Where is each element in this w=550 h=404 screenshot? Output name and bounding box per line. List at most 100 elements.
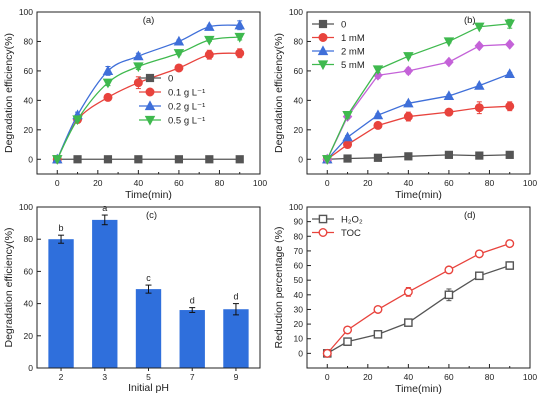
data-point xyxy=(342,131,353,142)
data-point xyxy=(504,19,515,30)
x-tick-label: 3 xyxy=(102,372,107,382)
x-tick-label: 60 xyxy=(174,178,184,188)
panel-label: (b) xyxy=(464,15,476,26)
legend-marker xyxy=(144,115,156,126)
data-point xyxy=(474,22,485,33)
y-tick-label: 60 xyxy=(24,66,34,76)
data-point xyxy=(403,112,413,122)
y-tick-label: 100 xyxy=(19,7,33,17)
data-point xyxy=(204,21,215,31)
x-tick-label: 7 xyxy=(190,372,195,382)
y-tick-label: 20 xyxy=(24,125,34,135)
legend-label: 2 mM xyxy=(341,47,365,58)
data-point xyxy=(444,150,454,159)
data-point xyxy=(403,52,414,62)
data-point xyxy=(403,97,414,108)
legend: 0 0.1 g L⁻¹ 0.2 g L⁻¹ 0.5 g L⁻¹ xyxy=(139,74,205,127)
data-point xyxy=(234,32,245,43)
data-point xyxy=(133,62,144,73)
series-line xyxy=(326,242,510,354)
x-tick-label: 40 xyxy=(404,372,414,382)
x-axis-label: Time(min) xyxy=(395,189,442,201)
y-tick-label: 30 xyxy=(294,304,304,314)
data-point xyxy=(52,155,63,165)
series-1 xyxy=(322,239,515,358)
y-tick-label: 0 xyxy=(298,348,303,358)
data-point xyxy=(373,153,383,162)
panel-0-frame xyxy=(36,11,261,175)
legend-label: 0.5 g L⁻¹ xyxy=(168,116,205,127)
data-point xyxy=(173,49,185,59)
significance-letter: c xyxy=(146,273,151,283)
legend-label: H₂O₂ xyxy=(341,215,363,226)
y-tick-label: 80 xyxy=(294,36,304,46)
data-point xyxy=(322,348,332,358)
data-point xyxy=(234,19,245,30)
data-point xyxy=(322,155,333,165)
x-tick-label: 20 xyxy=(93,178,103,188)
legend-marker xyxy=(317,45,329,56)
data-point xyxy=(133,78,143,88)
x-tick-label: 80 xyxy=(215,178,225,188)
data-point xyxy=(173,35,185,46)
data-point xyxy=(475,151,484,160)
x-tick-label: 40 xyxy=(134,178,144,188)
panel-label: (c) xyxy=(146,210,157,221)
legend: 0 1 mM 2 mM 5 mM xyxy=(312,20,365,71)
legend-marker xyxy=(317,60,329,71)
y-tick-label: 100 xyxy=(289,202,303,212)
x-tick-label: 100 xyxy=(523,372,537,382)
y-tick-label: 60 xyxy=(294,66,304,76)
x-tick-label: 100 xyxy=(253,178,267,188)
x-tick-label: 60 xyxy=(444,178,454,188)
series-0 xyxy=(53,155,244,164)
data-point xyxy=(475,271,484,281)
data-point xyxy=(444,107,454,117)
y-tick-label: 60 xyxy=(294,261,304,271)
data-point xyxy=(474,79,485,90)
data-point xyxy=(505,239,515,249)
data-point xyxy=(174,155,184,164)
series-0 xyxy=(323,150,514,164)
data-point xyxy=(403,65,414,77)
y-tick-label: 0 xyxy=(28,363,33,373)
y-tick-label: 80 xyxy=(294,231,304,241)
y-tick-label: 60 xyxy=(24,266,34,276)
series-4 xyxy=(322,18,515,165)
legend-marker xyxy=(145,73,155,83)
x-tick-label: 9 xyxy=(234,372,239,382)
y-tick-label: 40 xyxy=(294,290,304,300)
y-tick-label: 40 xyxy=(24,299,34,309)
y-tick-label: 20 xyxy=(294,319,304,329)
significance-letter: a xyxy=(102,203,107,213)
x-tick-label: 80 xyxy=(485,372,495,382)
data-point xyxy=(443,37,455,48)
series-2 xyxy=(52,19,245,164)
data-point xyxy=(373,330,383,339)
y-axis-label: Degradation efficiency(%) xyxy=(3,227,15,347)
significance-letter: b xyxy=(59,223,64,233)
legend-label: 0 xyxy=(168,74,173,85)
data-point xyxy=(504,68,515,78)
y-tick-label: 70 xyxy=(294,246,304,256)
bar xyxy=(223,309,249,368)
legend-marker xyxy=(145,87,155,97)
data-point xyxy=(372,109,384,120)
legend-marker xyxy=(318,214,328,224)
bar xyxy=(92,219,118,368)
x-tick-label: 100 xyxy=(523,178,537,188)
data-point xyxy=(474,249,484,259)
data-point xyxy=(404,318,413,327)
data-point xyxy=(373,120,383,130)
data-point xyxy=(443,90,455,101)
y-tick-label: 20 xyxy=(24,331,34,341)
legend-label: TOC xyxy=(341,228,361,239)
legend-marker xyxy=(144,100,156,111)
legend-marker xyxy=(318,227,328,237)
x-tick-label: 60 xyxy=(444,372,454,382)
y-tick-label: 80 xyxy=(24,234,34,244)
panel-3: 0 20 40 60 80 100 0 10 20 30 40 50 60 70 80 90 100 Time(m… xyxy=(273,202,537,395)
bar xyxy=(135,289,162,368)
data-point xyxy=(235,48,245,58)
x-tick-label: 2 xyxy=(59,372,64,382)
